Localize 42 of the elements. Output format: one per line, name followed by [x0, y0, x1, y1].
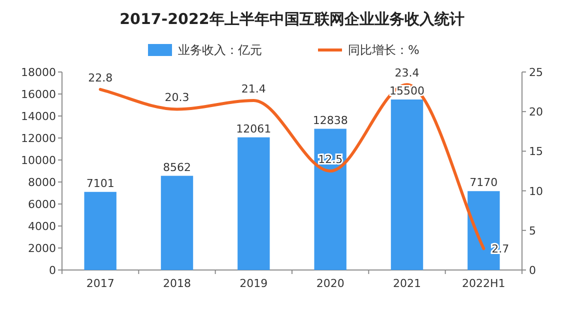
y-tick-label: 2000: [28, 242, 56, 255]
y-tick-label: 0: [49, 264, 56, 277]
y2-tick-label: 15: [529, 145, 543, 158]
x-tick-label: 2019: [240, 277, 268, 290]
x-tick-label: 2017: [86, 277, 114, 290]
y-tick-label: 8000: [28, 176, 56, 189]
legend-业务收入：亿元: 业务收入：亿元: [148, 43, 262, 57]
y-tick-label: 6000: [28, 198, 56, 211]
data-label: 20.3: [164, 91, 190, 104]
y-tick-label: 10000: [21, 154, 56, 167]
y2-tick-label: 10: [529, 184, 543, 198]
data-label: 7101: [86, 176, 114, 190]
y-tick-label: 12000: [21, 132, 56, 145]
x-tick-label: 2018: [163, 277, 191, 290]
data-label: 12061: [236, 122, 272, 136]
title: 2017-2022年上半年中国互联网企业业务收入统计: [120, 10, 464, 28]
legend-label: 同比增长：%: [348, 43, 420, 57]
y2-tick-label: 20: [529, 106, 543, 119]
y-tick-label: 4000: [28, 220, 56, 233]
legend-同比增长：%: 同比增长：%: [318, 43, 420, 57]
y-tick-label: 18000: [21, 66, 56, 79]
data-label: 7170: [470, 176, 498, 190]
data-label: 23.4: [394, 66, 420, 80]
y2-tick-label: 0: [529, 264, 536, 277]
data-label: 21.4: [241, 82, 266, 96]
y-tick-label: 14000: [21, 110, 56, 123]
data-label: 12838: [312, 114, 348, 127]
x-tick-label: 2021: [393, 277, 421, 290]
bar: [160, 176, 194, 270]
data-label: 8562: [163, 160, 191, 174]
x-tick-label: 2022H1: [462, 277, 506, 290]
y-tick-label: 16000: [21, 88, 56, 101]
bar: [84, 192, 116, 270]
legend-label: 业务收入：亿元: [178, 43, 262, 57]
x-tick-label: 2020: [316, 277, 344, 290]
y2-tick-label: 5: [529, 224, 536, 238]
data-label: 12.5: [318, 153, 343, 166]
bar: [390, 100, 424, 270]
bar: [238, 137, 270, 270]
y2-tick-label: 25: [529, 66, 543, 79]
data-label: 22.8: [88, 71, 113, 84]
bar: [314, 128, 346, 270]
